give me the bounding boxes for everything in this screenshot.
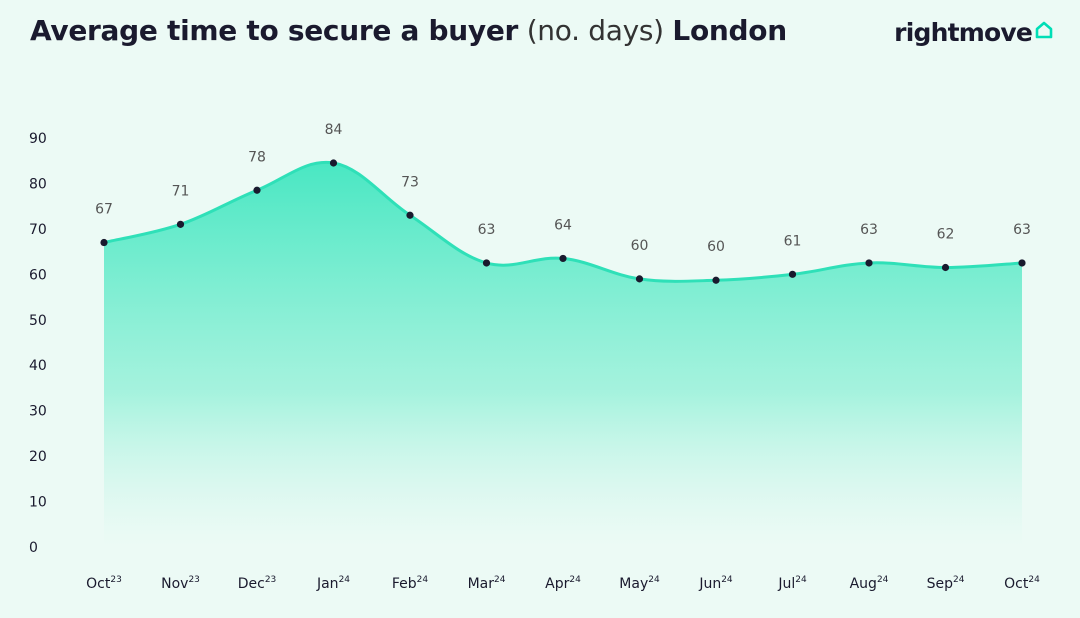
data-point <box>482 259 491 267</box>
y-tick-label: 60 <box>29 267 47 283</box>
data-label: 67 <box>95 202 113 218</box>
y-tick-label: 40 <box>29 358 47 374</box>
data-label: 63 <box>1013 222 1031 238</box>
title-main: Average time to secure a buyer <box>30 14 519 47</box>
title-region: London <box>672 14 787 47</box>
y-tick-label: 50 <box>29 313 47 329</box>
data-label: 62 <box>937 227 955 243</box>
x-tick-label: May24 <box>619 575 660 592</box>
data-point <box>329 159 338 167</box>
x-tick-label: Jul24 <box>777 575 807 592</box>
y-tick-label: 80 <box>29 176 47 192</box>
x-tick-label: Dec23 <box>238 575 277 592</box>
data-point <box>941 263 950 272</box>
data-label: 63 <box>478 222 496 238</box>
data-point <box>865 259 873 267</box>
x-tick-label: Oct23 <box>86 575 122 592</box>
data-point <box>635 275 644 283</box>
x-tick-label: Sep24 <box>927 575 965 592</box>
x-tick-label: Mar24 <box>468 575 506 592</box>
house-icon <box>1035 21 1053 39</box>
data-label: 61 <box>784 233 802 249</box>
y-tick-label: 70 <box>29 222 47 238</box>
y-tick-label: 90 <box>29 131 47 147</box>
data-point <box>100 238 108 247</box>
x-tick-label: Oct24 <box>1004 575 1040 592</box>
y-tick-label: 0 <box>29 540 38 556</box>
x-tick-label: Jan24 <box>316 575 350 592</box>
x-tick-label: Jun24 <box>698 575 733 592</box>
y-axis: 0 10 20 30 40 50 60 70 80 90 <box>29 131 47 556</box>
x-tick-label: Apr24 <box>545 575 581 592</box>
rightmove-logo: rightmove <box>894 18 1054 47</box>
data-label: 78 <box>248 149 266 165</box>
data-label: 60 <box>631 238 649 254</box>
data-label: 63 <box>860 222 878 238</box>
y-tick-label: 30 <box>29 404 47 420</box>
x-tick-label: Aug24 <box>850 575 889 592</box>
title-units: (no. days) <box>526 14 664 47</box>
data-label: 60 <box>707 239 725 255</box>
data-point <box>712 276 720 284</box>
data-point <box>1018 259 1026 267</box>
data-point <box>788 270 797 278</box>
x-tick-label: Nov23 <box>161 575 200 592</box>
data-label: 64 <box>554 217 572 233</box>
data-label: 84 <box>325 122 343 138</box>
logo-text: rightmove <box>894 18 1033 47</box>
y-tick-label: 10 <box>29 495 47 511</box>
series-area <box>104 162 1022 547</box>
data-points: 67 71 78 84 73 63 64 60 60 61 63 62 63 <box>95 122 1031 284</box>
data-point <box>176 220 185 228</box>
data-point <box>406 211 414 219</box>
data-point <box>559 254 567 263</box>
x-axis: Oct23 Nov23 Dec23 Jan24 Feb24 Mar24 Apr24 May24… <box>86 575 1040 592</box>
x-tick-label: Feb24 <box>392 575 429 592</box>
chart-title: Average time to secure a buyer (no. days… <box>30 14 787 47</box>
data-label: 71 <box>172 183 190 199</box>
y-tick-label: 20 <box>29 449 47 465</box>
data-point <box>253 186 261 194</box>
data-label: 73 <box>401 174 419 190</box>
